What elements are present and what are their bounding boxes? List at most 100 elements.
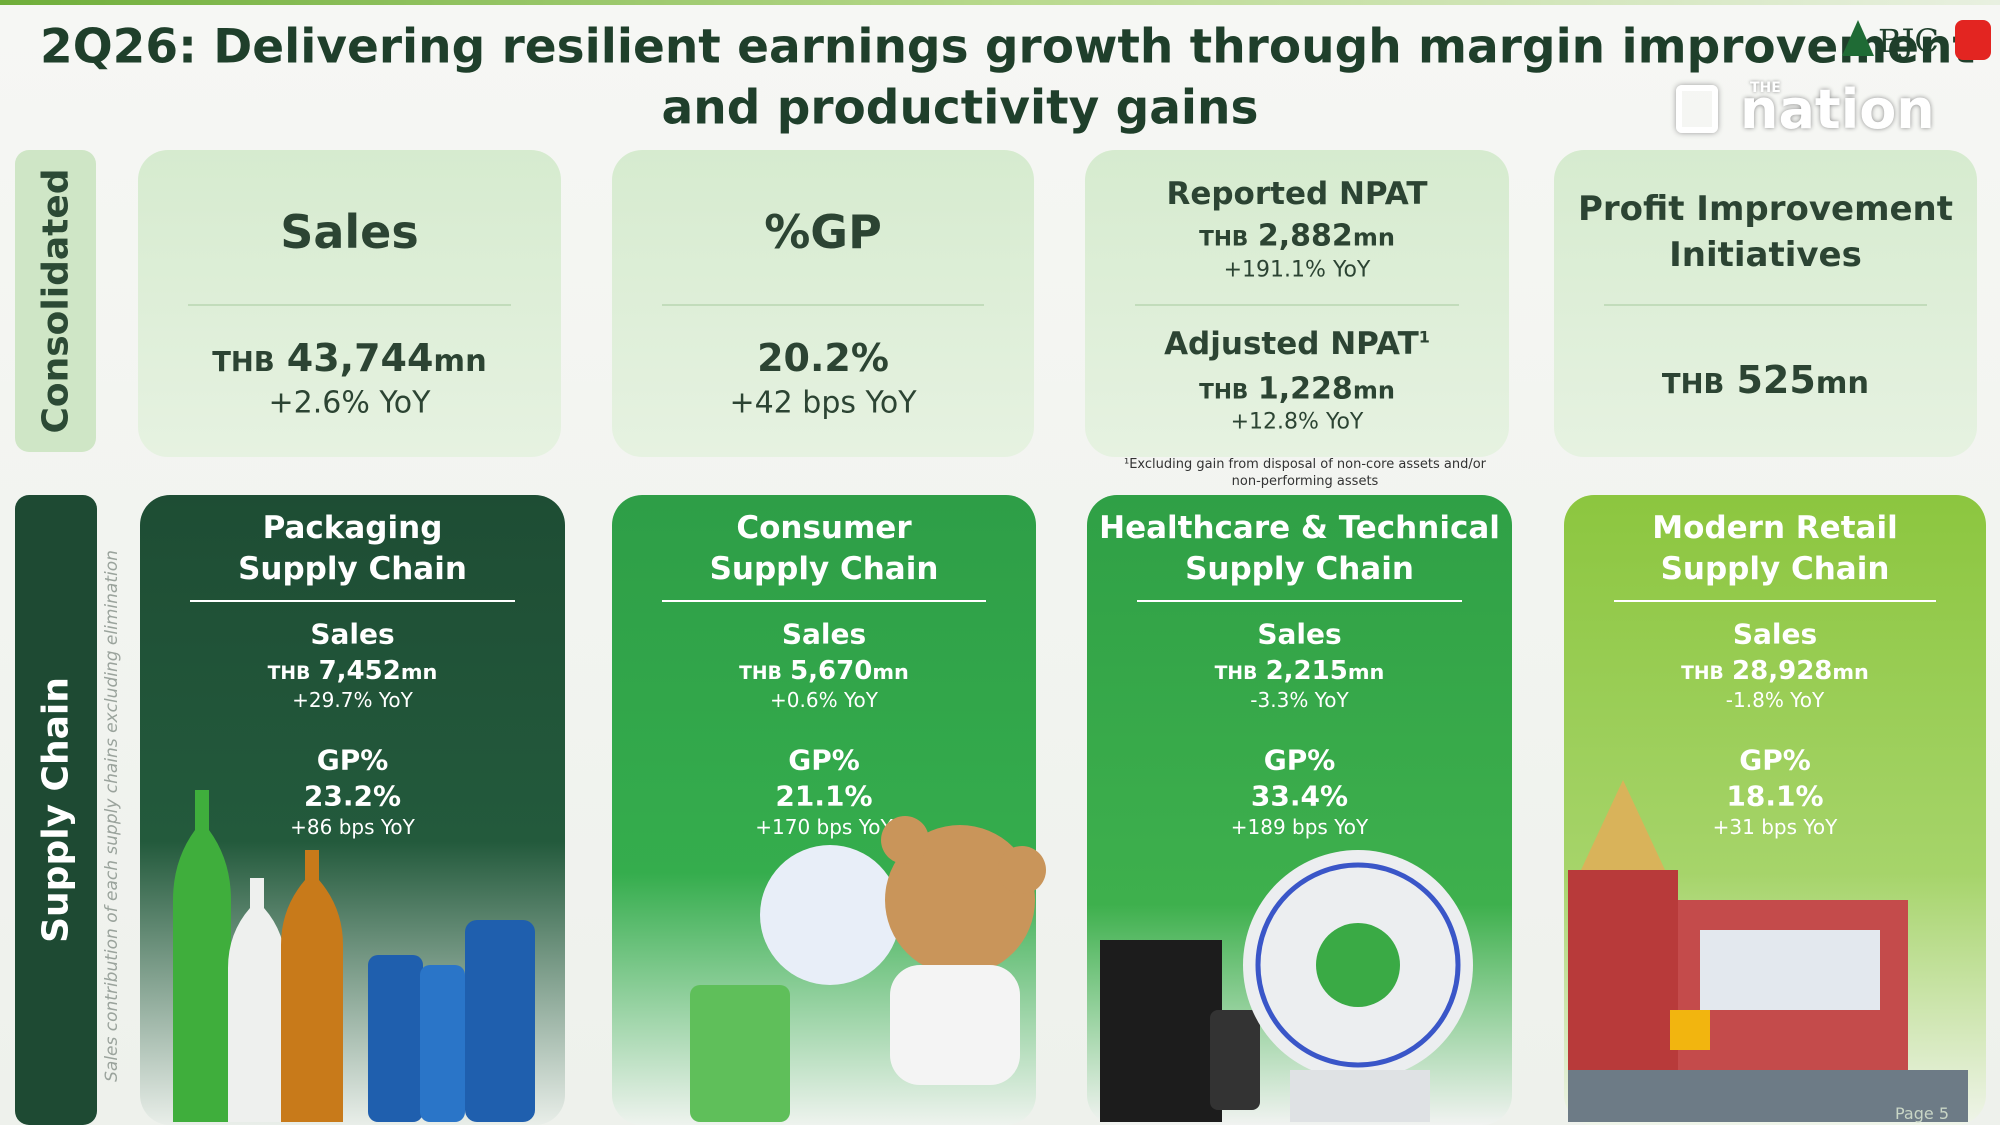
unit: mn: [1832, 660, 1869, 684]
supply-chain-card: Healthcare & Technical Supply Chain Sales T…: [1087, 495, 1512, 1125]
nation-small: THE: [1750, 80, 1781, 96]
supply-chain-tab: Supply Chain: [15, 495, 97, 1125]
nation-logo: nation: [1740, 78, 1935, 141]
supply-chain-card: Modern Retail Supply Chain Sales THB 28,928…: [1564, 495, 1986, 1125]
title-text: Adjusted NPAT: [1164, 326, 1419, 362]
card-title: Packaging: [262, 510, 443, 546]
sales-label: Sales: [310, 617, 395, 651]
change: +191.1% YoY: [1223, 257, 1371, 283]
gp-label: GP%: [316, 743, 389, 777]
unit: mn: [1815, 366, 1870, 401]
change: +12.8% YoY: [1230, 409, 1364, 435]
unit: mn: [433, 344, 487, 379]
divider: [662, 600, 986, 602]
top-bar: [0, 0, 2000, 5]
card-title: Profit Improvement: [1577, 189, 1954, 229]
card-title: %GP: [764, 205, 882, 259]
divider: [1614, 600, 1936, 602]
supply-chain-card: Packaging Supply Chain Sales THB 7,452mn +29…: [140, 495, 565, 1125]
gp-value: 21.1%: [775, 779, 873, 813]
amount: THB 2,215mn: [1087, 656, 1512, 686]
page-number: Page 5: [1895, 1104, 1949, 1123]
unit: mn: [1347, 660, 1385, 684]
side-label: Consolidated: [35, 168, 76, 434]
amount-value: 2,215: [1265, 656, 1348, 686]
sales-change: -1.8% YoY: [1725, 688, 1825, 712]
nation-mark: [1676, 85, 1718, 133]
change: +2.6% YoY: [268, 385, 431, 421]
currency: THB: [1199, 226, 1249, 252]
gp-value: 33.4%: [1250, 779, 1349, 813]
gp-change: +86 bps YoY: [290, 815, 415, 839]
divider: [1137, 600, 1462, 602]
card-title: Supply Chain: [1660, 551, 1890, 587]
divider: [190, 600, 515, 602]
currency: THB: [739, 663, 782, 684]
sales-card: Sales THB 43,744mn +2.6% YoY: [138, 150, 561, 457]
amount-value: 28,928: [1732, 656, 1833, 686]
supply-note: Sales contribution of each supply chains…: [102, 550, 122, 1082]
sales-label: Sales: [781, 617, 867, 651]
card-title: Sales: [280, 205, 419, 259]
bjc-logo: BJC: [1878, 22, 1939, 60]
side-label: Supply Chain: [35, 677, 77, 943]
sales-change: -3.3% YoY: [1250, 688, 1349, 712]
gp-change: +31 bps YoY: [1712, 815, 1838, 839]
supply-chain-card: Consumer Supply Chain Sales THB 5,670mn +0.6…: [612, 495, 1036, 1125]
note-mark: 1: [1418, 327, 1430, 347]
gp-change: +170 bps YoY: [755, 815, 893, 839]
currency: THB: [1199, 379, 1249, 405]
amount-value: 5,670: [790, 656, 873, 686]
card-title: Supply Chain: [238, 551, 467, 587]
currency: THB: [267, 663, 311, 684]
amount-value: 525: [1736, 358, 1816, 402]
currency: THB: [212, 347, 275, 378]
gp-value: 23.2%: [303, 779, 402, 813]
card-title: Supply Chain: [709, 551, 939, 587]
card-title: Supply Chain: [1185, 551, 1414, 587]
npat-card: Reported NPAT THB 2,882mn +191.1% YoY Ad…: [1085, 150, 1509, 457]
sales-label: Sales: [1257, 617, 1342, 651]
gp-change: +189 bps YoY: [1230, 815, 1369, 839]
title-line: 2Q26: Delivering resilient earnings grow…: [40, 19, 1975, 75]
gp-value: 20.2%: [757, 336, 889, 380]
unit: mn: [1352, 223, 1395, 252]
gp-label: GP%: [1263, 743, 1336, 777]
red-logo: [1955, 20, 1991, 60]
card-title: Consumer: [736, 510, 912, 546]
divider: [188, 304, 511, 306]
card-title: Reported NPAT: [1166, 176, 1428, 212]
amount-value: 2,882: [1257, 218, 1353, 254]
amount-value: 43,744: [286, 336, 434, 380]
sales-change: +0.6% YoY: [770, 688, 878, 712]
divider: [1604, 304, 1927, 306]
gp-value: 18.1%: [1726, 779, 1824, 813]
card-title: Initiatives: [1669, 235, 1862, 275]
amount: THB 525mn: [1554, 358, 1977, 402]
divider: [1135, 304, 1459, 306]
currency: THB: [1214, 663, 1258, 684]
amount-value: 7,452: [318, 656, 401, 686]
change: +42 bps YoY: [729, 385, 917, 421]
divider: [662, 304, 984, 306]
sales-change: +29.7% YoY: [292, 688, 413, 712]
footnote: ¹Excluding gain from disposal of non-cor…: [1123, 457, 1486, 489]
currency: THB: [1661, 369, 1725, 400]
amount: THB 28,928mn: [1564, 656, 1986, 686]
title-line: and productivity gains: [661, 80, 1259, 136]
amount: THB 2,882mn: [1085, 219, 1509, 254]
amount: THB 1,228mn: [1085, 372, 1509, 407]
gp-card: %GP 20.2% +42 bps YoY: [612, 150, 1034, 457]
card-title: Adjusted NPAT1: [1085, 326, 1509, 362]
unit: mn: [1352, 376, 1395, 405]
pii-card: Profit Improvement Initiatives THB 525mn: [1554, 150, 1977, 457]
gp-label: GP%: [788, 743, 860, 777]
gp-label: GP%: [1739, 743, 1811, 777]
card-title: Modern Retail: [1652, 510, 1898, 546]
amount: THB 43,744mn: [138, 336, 561, 380]
bjc-tree: [1842, 20, 1874, 56]
card-title: Healthcare & Technical: [1099, 510, 1500, 546]
amount-value: 1,228: [1257, 371, 1353, 407]
amount: THB 7,452mn: [140, 656, 565, 686]
